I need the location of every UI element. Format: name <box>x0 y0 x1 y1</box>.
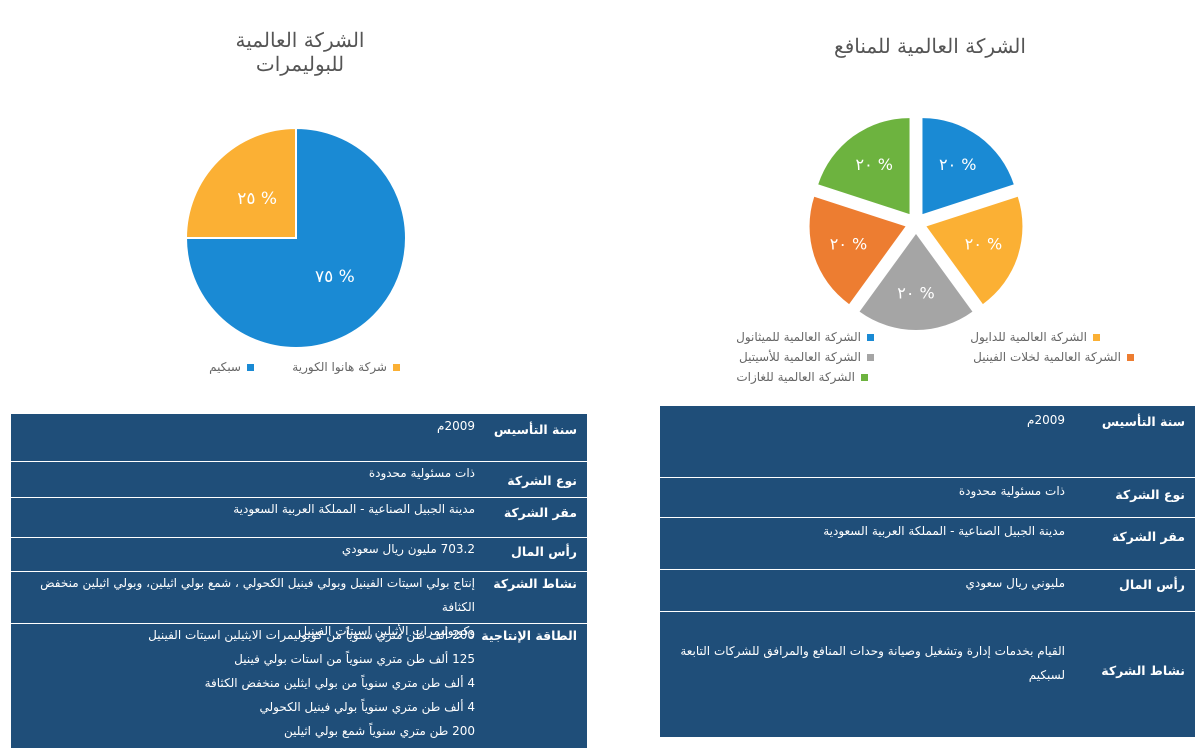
legend-label: الشركة العالمية لخلات الفينيل <box>973 350 1121 364</box>
row-label: رأس المال <box>511 544 577 559</box>
legend-item-2: الشركة العالمية للأسيتيل <box>739 350 874 364</box>
row-value-line: لسبكيم <box>1028 668 1065 682</box>
legend-label: الشركة العالمية للميثانول <box>736 330 861 344</box>
left-chart-title: الشركة العالمية للبوليمرات <box>235 28 365 76</box>
legend-item-1: شركة هانوا الكورية <box>292 360 400 374</box>
row-value-line: إنتاج بولي اسيتات الفينيل وبولي فينيل ال… <box>40 576 475 614</box>
pie-data-label-4: ٢٠ % <box>856 155 893 174</box>
row-label: سنة التأسيس <box>1101 414 1185 429</box>
row-label: نشاط الشركة <box>493 576 577 591</box>
row-values: 2009م <box>25 414 475 438</box>
row-value-line: ذات مسئولية محدودة <box>958 484 1065 498</box>
row-values: 2009م <box>665 408 1065 432</box>
legend-item-1: الشركة العالمية للدايول <box>970 330 1100 344</box>
row-label: نشاط الشركة <box>1101 663 1185 678</box>
pie-slice-1 <box>926 196 1023 305</box>
row-label: مقر الشركة <box>1111 529 1185 544</box>
table-row: مقر الشركة مدينة الجبيل الصناعية - المملك… <box>660 517 1195 570</box>
pie-slice-2 <box>859 234 973 330</box>
table-row: سنة التأسيس 2009م <box>660 406 1195 478</box>
pie-data-label-0: ٢٠ % <box>939 155 976 174</box>
right-chart-legend: الشركة العالمية للميثانول الشركة العالمية… <box>720 328 1150 390</box>
pie-data-label-3: ٢٠ % <box>830 234 867 253</box>
row-values: مدينة الجبيل الصناعية - المملكة العربية … <box>25 497 475 521</box>
table-row: نوع الشركة ذات مسئولية محدودة <box>11 461 587 498</box>
pie-data-label-2: ٢٠ % <box>897 284 934 303</box>
row-value-line: مليوني ريال سعودي <box>965 576 1065 590</box>
pie-data-label-0: ٧٥ % <box>315 267 355 287</box>
legend-item-0: سبكيم <box>209 360 254 374</box>
row-value-line: مدينة الجبيل الصناعية - المملكة العربية … <box>823 524 1065 538</box>
legend-swatch <box>1127 353 1134 361</box>
pie-slice-3 <box>809 196 906 305</box>
polymers-info-table: سنة التأسيس 2009م نوع الشركة ذات مسئولية مح… <box>11 414 587 748</box>
row-values: إنتاج بولي اسيتات الفينيل وبولي فينيل ال… <box>15 571 475 643</box>
row-label: سنة التأسيس <box>493 422 577 437</box>
row-value-line: 703.2 مليون ريال سعودي <box>341 542 475 556</box>
legend-label: سبكيم <box>209 360 241 374</box>
table-row: الطاقة الإنتاجية 200 ألف طن متري سنوياً م… <box>11 623 587 748</box>
legend-swatch <box>867 333 874 341</box>
row-value-line: مدينة الجبيل الصناعية - المملكة العربية … <box>233 502 475 516</box>
row-values: 200 ألف طن متري سنوياً من كوبوليمرات الا… <box>15 623 475 743</box>
pie-slice-1 <box>184 126 297 239</box>
row-value-line: القيام بخدمات إدارة وتشغيل وصيانة وحدات … <box>680 644 1065 658</box>
row-label: الطاقة الإنتاجية <box>481 628 577 643</box>
legend-item-3: الشركة العالمية لخلات الفينيل <box>973 350 1134 364</box>
table-row: رأس المال مليوني ريال سعودي <box>660 569 1195 612</box>
table-row: سنة التأسيس 2009م <box>11 414 587 462</box>
row-value-line: وكوبوليمرات الأثيلين اسيتات الفينيل <box>298 624 475 638</box>
row-value-line: 4 ألف طن متري سنوياً بولي فينيل الكحولي <box>259 700 475 714</box>
row-values: ذات مسئولية محدودة <box>665 479 1065 503</box>
legend-swatch <box>393 363 400 371</box>
pie-slice-4 <box>818 118 910 215</box>
right-chart-title: الشركة العالمية للمنافع <box>834 34 1026 58</box>
polymers-pie-chart: ٧٥ % ٢٥ % <box>184 126 407 349</box>
row-label: نوع الشركة <box>1115 487 1185 502</box>
row-value-line: 4 ألف طن متري سنوياً من بولي ايثلين منخف… <box>204 676 475 690</box>
row-value-line: 2009م <box>437 419 475 433</box>
utilities-info-table: سنة التأسيس 2009م نوع الشركة ذات مسئولية مح… <box>660 406 1195 737</box>
legend-label: الشركة العالمية للدايول <box>970 330 1087 344</box>
table-row: مقر الشركة مدينة الجبيل الصناعية - المملك… <box>11 497 587 538</box>
legend-swatch <box>1093 333 1100 341</box>
table-row: نشاط الشركة القيام بخدمات إدارة وتشغيل وص… <box>660 611 1195 737</box>
row-value-line: 2009م <box>1027 413 1065 427</box>
row-label: نوع الشركة <box>507 473 577 488</box>
row-values: مدينة الجبيل الصناعية - المملكة العربية … <box>665 519 1065 543</box>
table-row: رأس المال 703.2 مليون ريال سعودي <box>11 537 587 572</box>
row-values: مليوني ريال سعودي <box>665 571 1065 595</box>
row-value-line: ذات مسئولية محدودة <box>368 466 475 480</box>
legend-swatch <box>247 363 254 371</box>
row-value-line: 200 ألف طن متري سنوياً من كوبوليمرات الا… <box>148 628 475 642</box>
legend-item-4: الشركة العالمية للغازات <box>736 370 868 384</box>
table-row: نوع الشركة ذات مسئولية محدودة <box>660 477 1195 518</box>
legend-label: الشركة العالمية للأسيتيل <box>739 350 861 364</box>
legend-label: شركة هانوا الكورية <box>292 360 387 374</box>
pie-slice-0 <box>922 118 1014 215</box>
legend-label: الشركة العالمية للغازات <box>736 370 855 384</box>
legend-swatch <box>867 353 874 361</box>
utilities-pie-chart: ٢٠ % ٢٠ % ٢٠ % ٢٠ % ٢٠ % <box>809 118 1023 330</box>
row-values: القيام بخدمات إدارة وتشغيل وصيانة وحدات … <box>665 639 1065 687</box>
row-label: مقر الشركة <box>503 505 577 520</box>
row-value-line: 200 طن متري سنوياً شمع بولي اثيلين <box>283 724 475 738</box>
legend-item-0: الشركة العالمية للميثانول <box>736 330 874 344</box>
row-values: 703.2 مليون ريال سعودي <box>25 537 475 561</box>
row-values: ذات مسئولية محدودة <box>25 461 475 485</box>
legend-swatch <box>861 373 868 381</box>
pie-data-label-1: ٢٠ % <box>965 234 1002 253</box>
row-label: رأس المال <box>1119 577 1185 592</box>
left-chart-legend: سبكيم شركة هانوا الكورية <box>180 358 420 378</box>
table-row: نشاط الشركة إنتاج بولي اسيتات الفينيل وبو… <box>11 571 587 638</box>
row-value-line: 125 ألف طن متري سنوياً من استات بولي فين… <box>234 652 475 666</box>
pie-data-label-1: ٢٥ % <box>237 189 277 209</box>
